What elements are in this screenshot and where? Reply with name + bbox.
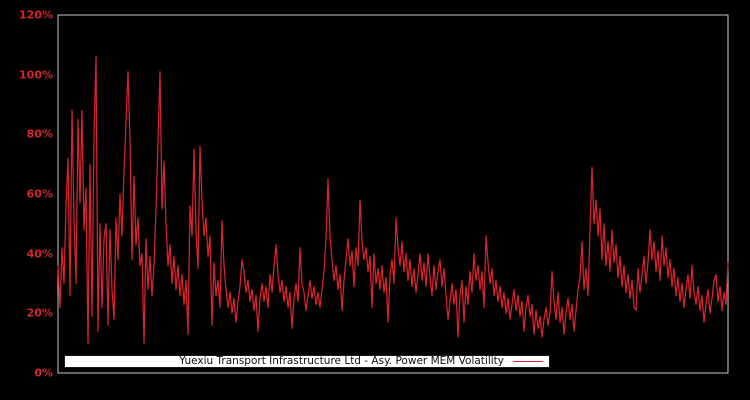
y-tick-label: 40% <box>26 246 53 260</box>
y-tick-label: 20% <box>26 306 53 320</box>
volatility-line-series <box>57 56 729 344</box>
y-tick-label: 60% <box>26 187 53 201</box>
legend: Yuexiu Transport Infrastructure Ltd - As… <box>64 355 550 368</box>
y-tick-label: 120% <box>19 8 53 22</box>
legend-line-sample <box>513 361 543 362</box>
y-tick-label: 0% <box>34 366 53 380</box>
y-tick-label: 100% <box>19 67 53 81</box>
legend-label: Yuexiu Transport Infrastructure Ltd - As… <box>179 355 504 368</box>
plot-frame <box>57 14 729 374</box>
y-tick-label: 80% <box>26 127 53 141</box>
